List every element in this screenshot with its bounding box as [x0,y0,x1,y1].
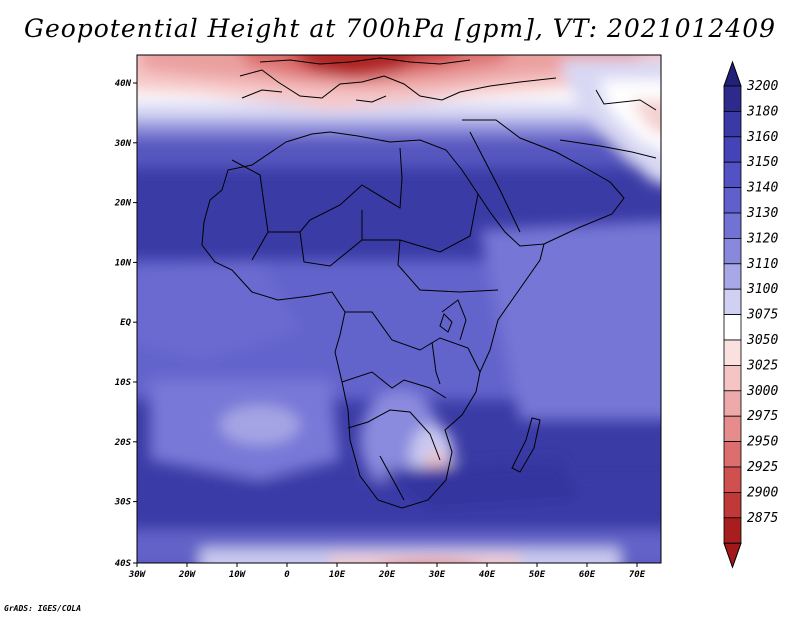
height-field [137,55,661,563]
y-tick-label: 40S [115,559,132,569]
y-tick-label: 10N [115,258,132,268]
x-tick-label: 0 [284,570,290,580]
colorbar-label: 2975 [747,409,778,424]
colorbar-swatch [723,161,742,188]
colorbar-swatch [723,212,742,239]
colorbar-label: 3160 [746,130,778,145]
x-axis: 30W 20W 10W 0 10E 20E 30E 40E 50E 60E 70E [128,563,646,580]
colorbar-swatch [723,187,742,214]
x-tick-label: 30E [428,570,446,580]
colorbar-swatch [723,364,742,392]
colorbar-swatch [723,263,742,290]
colorbar-swatch [723,314,742,341]
y-tick-label: 40N [115,79,132,89]
colorbar-label: 3000 [746,384,778,399]
colorbar-swatch [723,390,742,417]
y-tick-label: EQ [120,318,131,328]
colorbar-label: 3140 [746,181,778,196]
colorbar-label: 3180 [746,104,778,119]
y-tick-label: 20S [114,438,132,448]
x-tick-label: 40E [479,570,496,580]
colorbar-label: 2925 [747,460,778,475]
colorbar-label: 2900 [747,485,778,500]
plot-frame [136,54,662,564]
colorbar-label: 3200 [746,79,778,94]
y-tick-label: 10S [115,378,132,388]
colorbar-swatch [723,415,742,443]
colorbar-label: 3100 [746,282,778,297]
colorbar-swatch [723,339,742,366]
colorbar-top-arrow [723,60,742,87]
colorbar-label: 3150 [746,155,778,170]
credit-text: GrADS: IGES/COLA [4,604,82,613]
colorbar: 3200 3180 3160 3150 3140 3130 3120 3110 3100 3075… [723,60,778,569]
colorbar-swatch [723,441,742,468]
x-tick-label: 70E [629,570,646,580]
coastlines [201,57,657,509]
colorbar-label: 3025 [746,358,778,373]
y-tick-label: 30S [114,498,132,508]
colorbar-swatch [723,111,742,138]
colorbar-swatch [723,466,742,493]
colorbar-swatch [723,288,742,316]
x-tick-label: 10E [329,570,346,580]
x-tick-label: 20E [378,570,396,580]
colorbar-swatch [723,237,742,265]
colorbar-label: 3110 [746,257,778,272]
colorbar-swatch [723,517,742,544]
colorbar-label: 3075 [746,308,778,323]
map-title: Geopotential Height at 700hPa [gpm], VT:… [23,14,777,43]
colorbar-label: 3120 [746,231,778,246]
x-tick-label: 60E [579,570,596,580]
x-tick-label: 20W [178,570,197,580]
colorbar-swatch [723,491,742,519]
colorbar-swatch [723,136,742,163]
x-tick-label: 50E [529,570,546,580]
colorbar-label: 2875 [747,511,778,526]
y-axis: 40N 30N 20N 10N EQ 10S 20S 30S 40S [114,79,137,569]
colorbar-label: 3050 [746,333,778,348]
colorbar-label: 3130 [746,206,778,221]
x-tick-label: 30W [128,570,147,580]
y-tick-label: 20N [114,199,132,209]
colorbar-swatch [723,85,742,112]
colorbar-bottom-arrow [723,542,742,569]
y-tick-label: 30N [114,139,132,149]
x-tick-label: 10W [229,570,247,580]
colorbar-label: 2950 [747,435,778,450]
